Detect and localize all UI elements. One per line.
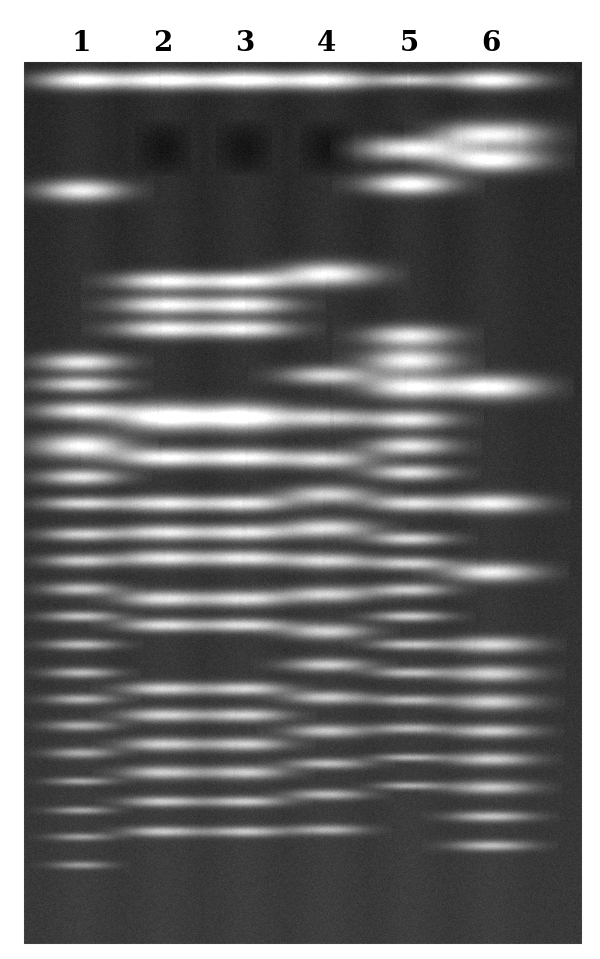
Text: 6: 6 bbox=[481, 30, 500, 57]
Text: 1: 1 bbox=[71, 30, 91, 57]
Text: 4: 4 bbox=[317, 30, 337, 57]
Text: 5: 5 bbox=[400, 30, 419, 57]
Text: 3: 3 bbox=[235, 30, 254, 57]
Text: 2: 2 bbox=[154, 30, 173, 57]
